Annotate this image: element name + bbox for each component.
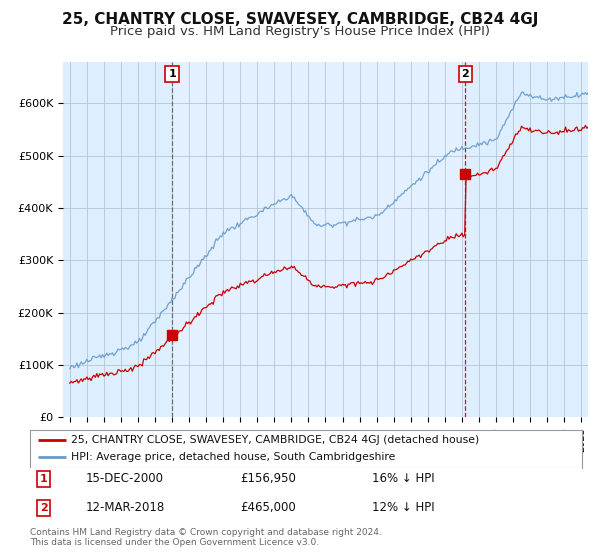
Text: 16% ↓ HPI: 16% ↓ HPI — [372, 472, 435, 486]
Text: £465,000: £465,000 — [240, 501, 296, 515]
Text: 12-MAR-2018: 12-MAR-2018 — [85, 501, 164, 515]
Text: 1: 1 — [40, 474, 47, 484]
Text: 15-DEC-2000: 15-DEC-2000 — [85, 472, 163, 486]
Text: 1: 1 — [168, 69, 176, 79]
Text: 25, CHANTRY CLOSE, SWAVESEY, CAMBRIDGE, CB24 4GJ (detached house): 25, CHANTRY CLOSE, SWAVESEY, CAMBRIDGE, … — [71, 435, 479, 445]
Text: HPI: Average price, detached house, South Cambridgeshire: HPI: Average price, detached house, Sout… — [71, 452, 396, 463]
Text: Price paid vs. HM Land Registry's House Price Index (HPI): Price paid vs. HM Land Registry's House … — [110, 25, 490, 38]
Text: £156,950: £156,950 — [240, 472, 296, 486]
Text: 2: 2 — [40, 503, 47, 513]
Text: 25, CHANTRY CLOSE, SWAVESEY, CAMBRIDGE, CB24 4GJ: 25, CHANTRY CLOSE, SWAVESEY, CAMBRIDGE, … — [62, 12, 538, 27]
Bar — [172, 62, 466, 417]
Text: 2: 2 — [461, 69, 469, 79]
Text: 12% ↓ HPI: 12% ↓ HPI — [372, 501, 435, 515]
Text: Contains HM Land Registry data © Crown copyright and database right 2024.
This d: Contains HM Land Registry data © Crown c… — [30, 528, 382, 547]
